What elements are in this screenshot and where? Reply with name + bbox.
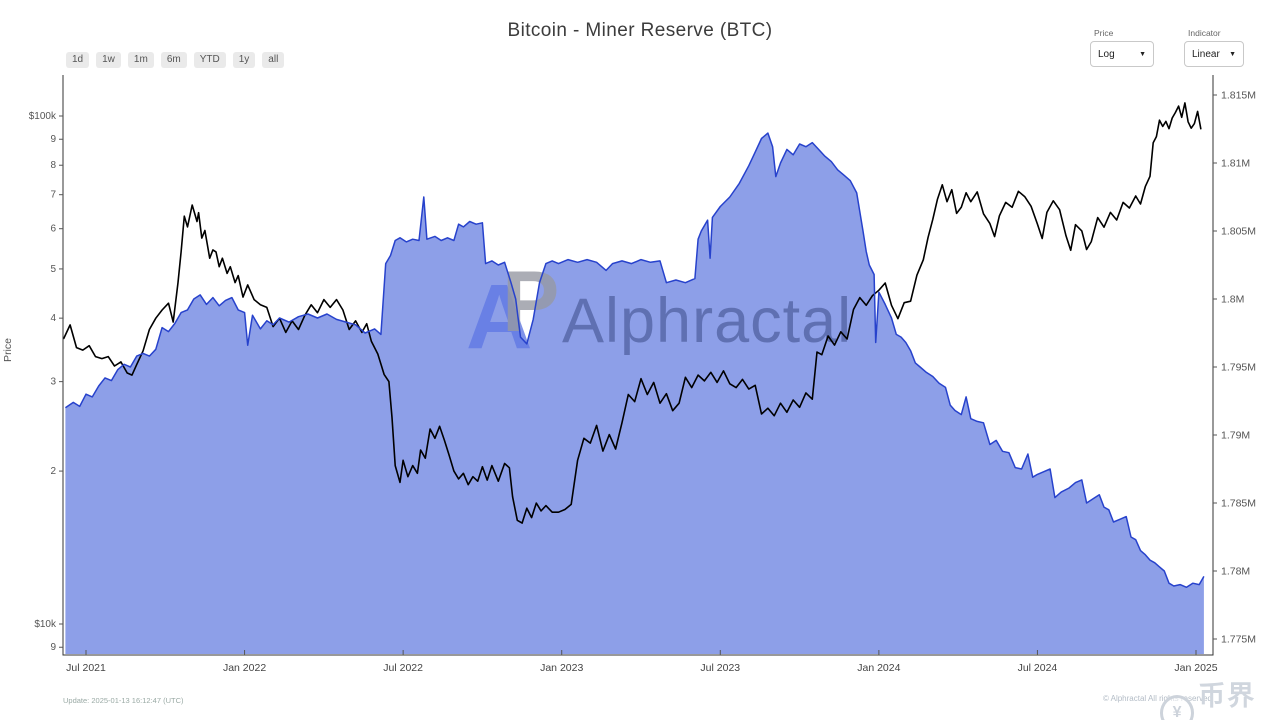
price-scale-dropdown[interactable]: Log ▼ bbox=[1090, 41, 1154, 67]
svg-text:7: 7 bbox=[50, 190, 56, 201]
svg-text:Jan 2022: Jan 2022 bbox=[223, 662, 266, 674]
chevron-down-icon: ▼ bbox=[1229, 50, 1236, 58]
alphractal-logo-a: A bbox=[466, 266, 532, 368]
alphractal-logo-p: P bbox=[502, 254, 559, 350]
axes-group: $100k 9 8 7 6 5 4 3 2 $10k 9 1.815M 1.81M 1.805M 1.8M 1… bbox=[29, 75, 1256, 674]
range-button-1y[interactable]: 1y bbox=[232, 52, 256, 68]
price-line-group bbox=[63, 102, 1205, 589]
svg-text:1.785M: 1.785M bbox=[1221, 498, 1256, 510]
range-button-ytd[interactable]: YTD bbox=[193, 52, 226, 68]
svg-text:1.8M: 1.8M bbox=[1221, 294, 1244, 306]
price-scale-value: Log bbox=[1098, 48, 1115, 60]
indicator-dropdown-label: Indicator bbox=[1188, 28, 1221, 38]
alphractal-watermark: Alphractal bbox=[562, 286, 852, 356]
reserve-line bbox=[64, 132, 1205, 589]
svg-text:2: 2 bbox=[50, 466, 56, 477]
svg-text:9: 9 bbox=[50, 642, 56, 653]
svg-text:8: 8 bbox=[50, 160, 56, 171]
range-button-1w[interactable]: 1w bbox=[96, 52, 121, 68]
svg-text:Jul 2022: Jul 2022 bbox=[383, 662, 423, 674]
miner-reserve-area bbox=[65, 133, 1204, 655]
chevron-down-icon: ▼ bbox=[1139, 50, 1146, 58]
svg-text:1.795M: 1.795M bbox=[1221, 362, 1256, 374]
svg-text:3: 3 bbox=[50, 377, 56, 388]
range-button-1m[interactable]: 1m bbox=[127, 52, 154, 68]
price-line bbox=[63, 102, 1202, 524]
svg-text:9: 9 bbox=[50, 134, 56, 145]
indicator-scale-dropdown[interactable]: Linear ▼ bbox=[1184, 41, 1244, 67]
page-title: Bitcoin - Miner Reserve (BTC) bbox=[507, 20, 773, 41]
svg-text:Jan 2024: Jan 2024 bbox=[857, 662, 900, 674]
svg-text:Jul 2021: Jul 2021 bbox=[66, 662, 106, 674]
svg-text:Jan 2023: Jan 2023 bbox=[540, 662, 583, 674]
svg-text:$100k: $100k bbox=[29, 111, 57, 122]
update-timestamp: Update: 2025-01-13 16:12:47 (UTC) bbox=[63, 696, 184, 705]
svg-text:1.805M: 1.805M bbox=[1221, 226, 1256, 238]
range-button-1d[interactable]: 1d bbox=[66, 52, 90, 68]
svg-text:6: 6 bbox=[50, 224, 56, 235]
reserve-fill bbox=[65, 133, 1204, 655]
svg-text:Jul 2024: Jul 2024 bbox=[1018, 662, 1058, 674]
svg-text:$10k: $10k bbox=[34, 619, 57, 630]
price-scale-control: Price Log ▼ bbox=[1090, 28, 1154, 67]
indicator-scale-control: Indicator Linear ▼ bbox=[1184, 28, 1244, 67]
range-button-all[interactable]: all bbox=[262, 52, 285, 68]
copyright-text: © Alphractal All rights reserved bbox=[1102, 694, 1212, 703]
svg-text:5: 5 bbox=[50, 264, 56, 275]
range-button-6m[interactable]: 6m bbox=[160, 52, 187, 68]
coin-logo-icon: ¥ bbox=[1160, 695, 1195, 720]
site-watermark-badge: ¥ 币界网 bbox=[1160, 674, 1280, 720]
svg-text:1.78M: 1.78M bbox=[1221, 566, 1250, 578]
svg-text:1.79M: 1.79M bbox=[1221, 430, 1250, 442]
indicator-scale-value: Linear bbox=[1192, 48, 1220, 60]
yen-symbol-icon: ¥ bbox=[1172, 704, 1182, 720]
range-selector: 1d 1w 1m 6m YTD 1y all bbox=[66, 52, 285, 68]
axis-frame bbox=[62, 75, 1214, 656]
svg-text:1.81M: 1.81M bbox=[1221, 158, 1250, 170]
svg-text:4: 4 bbox=[50, 313, 56, 324]
svg-text:1.815M: 1.815M bbox=[1221, 90, 1256, 102]
price-dropdown-label: Price bbox=[1094, 28, 1114, 38]
svg-text:1.775M: 1.775M bbox=[1221, 634, 1256, 646]
svg-text:Jan 2025: Jan 2025 bbox=[1174, 662, 1217, 674]
svg-text:Jul 2023: Jul 2023 bbox=[700, 662, 740, 674]
site-name-text: 币界网 bbox=[1198, 681, 1257, 711]
